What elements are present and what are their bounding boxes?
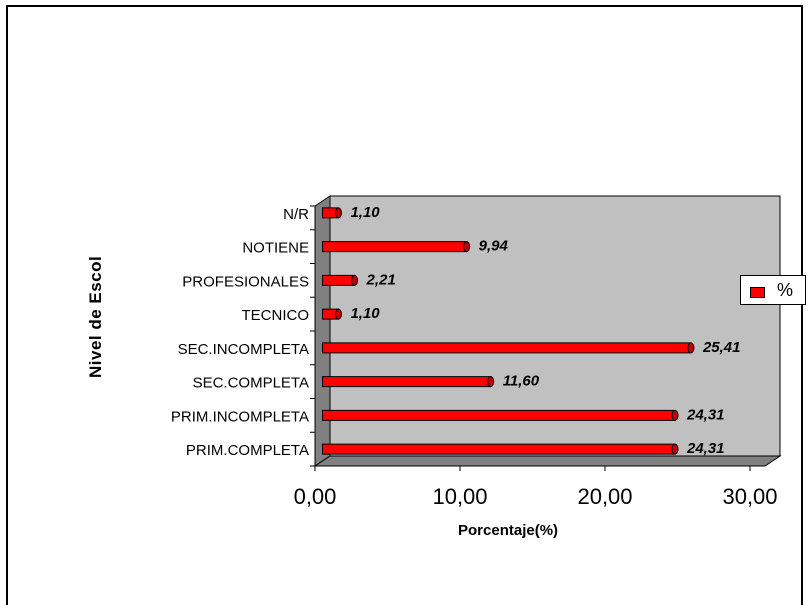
category-label: N/R bbox=[283, 206, 309, 223]
bar-cap bbox=[487, 376, 495, 388]
data-label: 24,31 bbox=[686, 406, 725, 423]
bar bbox=[322, 274, 356, 286]
bar-cap bbox=[351, 274, 359, 286]
data-label: 2,21 bbox=[366, 271, 396, 288]
category-label: PROFESIONALES bbox=[182, 273, 309, 290]
category-label: SEC.COMPLETA bbox=[193, 375, 309, 392]
data-label: 1,10 bbox=[350, 305, 380, 322]
bar-cap bbox=[463, 241, 471, 253]
data-label: 24,31 bbox=[686, 440, 725, 457]
category-label: TECNICO bbox=[242, 307, 310, 324]
bar bbox=[322, 342, 692, 354]
bar-cap bbox=[687, 342, 695, 354]
y-axis-title: Nivel de Escol bbox=[86, 255, 105, 378]
legend: % bbox=[740, 275, 806, 305]
category-label: NOTIENE bbox=[242, 240, 309, 257]
category-label: PRIM.INCOMPLETA bbox=[171, 408, 309, 425]
bar bbox=[322, 241, 468, 253]
x-tick-label: 30,00 bbox=[722, 484, 777, 509]
x-axis-title: Porcentaje(%) bbox=[458, 522, 559, 539]
floor bbox=[313, 455, 782, 467]
data-label: 25,41 bbox=[702, 339, 741, 356]
data-label: 11,60 bbox=[503, 373, 540, 390]
bar bbox=[322, 443, 676, 455]
bar-cap bbox=[671, 409, 679, 421]
y-axis-title-clip: Nivel de Escol bbox=[66, 238, 106, 378]
chart-frame bbox=[6, 5, 803, 605]
bar-cap bbox=[334, 308, 342, 320]
x-tick-label: 0,00 bbox=[294, 484, 337, 509]
legend-label: % bbox=[777, 280, 794, 300]
bar-cap bbox=[671, 443, 679, 455]
x-tick-label: 10,00 bbox=[432, 484, 487, 509]
category-label: SEC.INCOMPLETA bbox=[178, 341, 309, 358]
side-wall bbox=[314, 195, 331, 467]
data-label: 1,10 bbox=[350, 204, 380, 221]
bar bbox=[322, 376, 492, 388]
legend-swatch bbox=[750, 287, 765, 298]
bar bbox=[322, 409, 676, 421]
data-label: 9,94 bbox=[479, 238, 509, 255]
x-tick-label: 20,00 bbox=[577, 484, 632, 509]
bar-cap bbox=[334, 207, 342, 219]
category-label: PRIM.COMPLETA bbox=[186, 442, 309, 459]
